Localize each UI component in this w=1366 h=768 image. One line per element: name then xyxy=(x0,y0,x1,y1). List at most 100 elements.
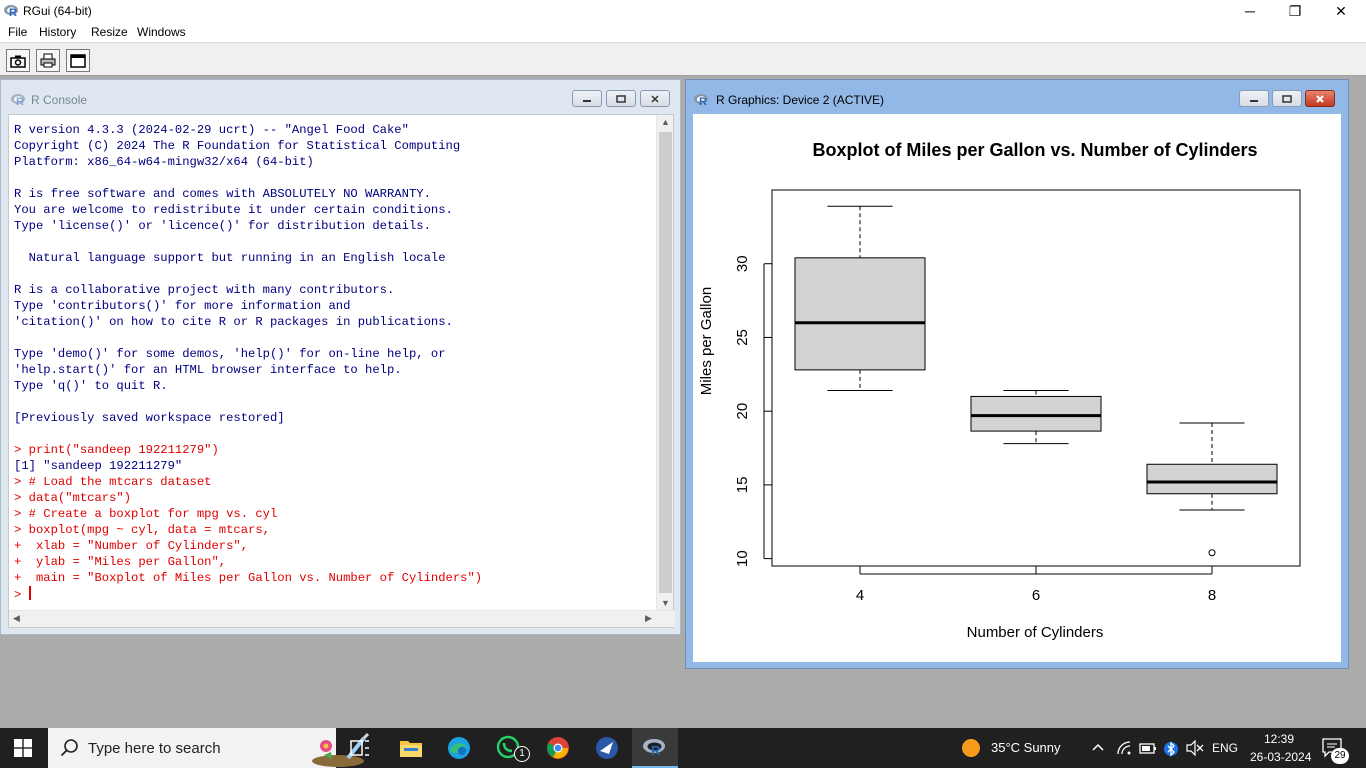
console-line: 'citation()' on how to cite R or R packa… xyxy=(14,315,453,329)
mdi-client-area: R R Console R version 4.3.3 (2024-02-29 … xyxy=(0,77,1366,728)
console-minimize-button[interactable] xyxy=(572,90,602,107)
r-logo-icon: R xyxy=(694,93,710,109)
maximize-button[interactable]: ❐ xyxy=(1288,2,1302,19)
graphics-minimize-button[interactable] xyxy=(1239,90,1269,107)
camera-icon[interactable] xyxy=(6,49,30,72)
svg-text:R: R xyxy=(9,7,17,17)
scroll-up-icon[interactable]: ▲ xyxy=(661,117,670,127)
console-line: > xyxy=(14,586,31,602)
notification-badge: 29 xyxy=(1331,748,1349,764)
console-close-button[interactable] xyxy=(640,90,670,107)
chrome-icon[interactable] xyxy=(535,728,581,768)
console-output[interactable]: R version 4.3.3 (2024-02-29 ucrt) -- "An… xyxy=(8,114,675,628)
graphics-restore-button[interactable] xyxy=(1272,90,1302,107)
console-line: + xlab = "Number of Cylinders", xyxy=(14,539,249,553)
clock-date[interactable]: 26-03-2024 xyxy=(1250,750,1312,764)
graphics-title: R Graphics: Device 2 (ACTIVE) xyxy=(716,93,885,107)
y-axis-label: Miles per Gallon xyxy=(698,287,715,395)
task-view-icon[interactable] xyxy=(337,728,383,768)
y-tick-label: 10 xyxy=(734,550,751,567)
r-logo-icon: R xyxy=(4,4,20,20)
svg-text:R: R xyxy=(651,743,661,757)
console-line: Natural language support but running in … xyxy=(14,251,446,265)
x-axis-label: Number of Cylinders xyxy=(967,624,1104,641)
console-line: Platform: x86_64-w64-mingw32/x64 (64-bit… xyxy=(14,155,314,169)
menu-bar: File History Resize Windows xyxy=(0,22,1366,42)
console-line: R is free software and comes with ABSOLU… xyxy=(14,187,431,201)
weather-text[interactable]: 35°C Sunny xyxy=(991,740,1061,755)
outlier-point xyxy=(1208,549,1216,557)
console-text[interactable]: R version 4.3.3 (2024-02-29 ucrt) -- "An… xyxy=(14,122,482,603)
close-button[interactable]: ✕ xyxy=(1335,2,1347,19)
scroll-down-icon[interactable]: ▼ xyxy=(661,598,670,608)
file-explorer-icon[interactable] xyxy=(388,728,434,768)
taskbar: Type here to search 1 R 35°C Sunny xyxy=(0,728,1366,768)
scroll-thumb[interactable] xyxy=(659,132,672,593)
r-console-title-bar[interactable]: R R Console xyxy=(1,80,680,114)
console-line: > boxplot(mpg ~ cyl, data = mtcars, xyxy=(14,523,270,537)
menu-file[interactable]: File xyxy=(8,25,28,39)
print-icon[interactable] xyxy=(36,49,60,72)
menu-windows[interactable]: Windows xyxy=(137,25,186,39)
minimize-button[interactable]: ─ xyxy=(1245,3,1255,19)
console-line: R is a collaborative project with many c… xyxy=(14,283,395,297)
network-icon[interactable] xyxy=(1116,740,1132,759)
app-icon[interactable] xyxy=(584,728,630,768)
box-6 xyxy=(970,395,1102,432)
console-restore-button[interactable] xyxy=(606,90,636,107)
battery-icon[interactable] xyxy=(1139,741,1157,758)
console-vertical-scrollbar[interactable]: ▲ ▼ xyxy=(656,115,673,612)
r-console-title: R Console xyxy=(31,93,88,107)
console-line xyxy=(14,266,482,282)
console-line xyxy=(14,426,482,442)
weather-sun-icon[interactable] xyxy=(961,738,981,761)
taskbar-search-box[interactable]: Type here to search xyxy=(48,728,370,768)
window-icon[interactable] xyxy=(66,49,90,72)
box-8 xyxy=(1146,463,1278,495)
r-logo-icon: R xyxy=(11,93,27,109)
text-cursor xyxy=(28,586,31,600)
r-console-window[interactable]: R R Console R version 4.3.3 (2024-02-29 … xyxy=(0,79,681,635)
console-line: > print("sandeep 192211279") xyxy=(14,443,219,457)
y-tick-label: 15 xyxy=(734,477,751,494)
notification-icon[interactable] xyxy=(1322,738,1344,761)
scroll-left-icon[interactable]: ◀ xyxy=(13,613,20,623)
edge-icon[interactable] xyxy=(436,728,482,768)
menu-history[interactable]: History xyxy=(39,25,77,39)
boxplot-chart: Boxplot of Miles per Gallon vs. Number o… xyxy=(698,140,1301,641)
console-horizontal-scrollbar[interactable]: ◀ ▶ xyxy=(9,610,675,627)
scroll-right-icon[interactable]: ▶ xyxy=(645,613,652,623)
y-tick-label: 30 xyxy=(734,255,751,272)
console-line: > # Load the mtcars dataset xyxy=(14,475,212,489)
console-line xyxy=(14,394,482,410)
chevron-up-icon[interactable] xyxy=(1091,741,1105,755)
graphics-close-button[interactable] xyxy=(1305,90,1335,107)
x-tick-label: 4 xyxy=(856,587,864,604)
console-line xyxy=(14,170,482,186)
whatsapp-icon[interactable]: 1 xyxy=(486,728,532,768)
y-tick-label: 25 xyxy=(734,329,751,346)
console-line: You are welcome to redistribute it under… xyxy=(14,203,453,217)
language-indicator[interactable]: ENG xyxy=(1212,741,1239,755)
menu-resize[interactable]: Resize xyxy=(91,25,128,39)
volume-muted-icon[interactable] xyxy=(1186,739,1204,759)
x-tick-label: 6 xyxy=(1032,587,1040,604)
console-line: Type 'license()' or 'licence()' for dist… xyxy=(14,219,431,233)
console-line: R version 4.3.3 (2024-02-29 ucrt) -- "An… xyxy=(14,123,409,137)
whatsapp-badge: 1 xyxy=(514,746,530,762)
graphics-title-bar[interactable]: R R Graphics: Device 2 (ACTIVE) xyxy=(686,80,1348,114)
search-placeholder: Type here to search xyxy=(88,740,221,757)
console-line xyxy=(14,330,482,346)
search-icon xyxy=(60,738,80,761)
clock-time[interactable]: 12:39 xyxy=(1264,732,1295,746)
console-line xyxy=(14,234,482,250)
start-button[interactable] xyxy=(0,728,46,768)
bluetooth-icon[interactable] xyxy=(1164,740,1178,761)
console-line: + ylab = "Miles per Gallon", xyxy=(14,555,227,569)
console-line: + main = "Boxplot of Miles per Gallon vs… xyxy=(14,571,483,585)
console-line: [Previously saved workspace restored] xyxy=(14,411,285,425)
r-graphics-window[interactable]: R R Graphics: Device 2 (ACTIVE) Boxplot … xyxy=(685,79,1349,669)
rgui-taskbar-icon[interactable]: R xyxy=(632,728,678,768)
console-line: [1] "sandeep 192211279" xyxy=(14,459,183,473)
svg-text:R: R xyxy=(699,96,707,106)
